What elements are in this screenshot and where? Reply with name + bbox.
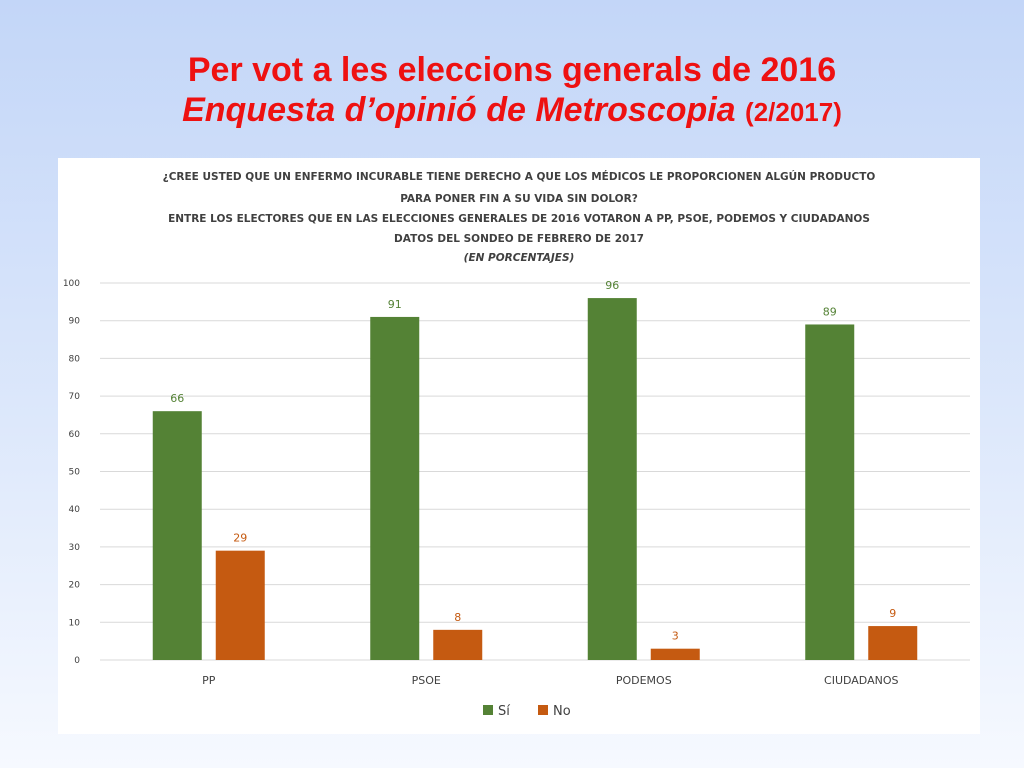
x-category-pp: PP	[202, 674, 216, 687]
y-tick-label: 100	[63, 279, 80, 289]
legend-swatch-si	[483, 705, 493, 715]
chart-header-line-3: ENTRE LOS ELECTORES QUE EN LAS ELECCIONE…	[168, 213, 870, 225]
legend-label-si: Sí	[498, 704, 510, 719]
bar-psoe-si	[370, 316, 420, 660]
y-axis-ticks: 0 10 20 30 40 50 60 70 80 90 100	[63, 279, 80, 666]
bar-pp-si	[152, 411, 202, 660]
bar-podemos-si	[587, 298, 637, 660]
y-tick-label: 20	[69, 581, 81, 591]
chart-header: ¿CREE USTED QUE UN ENFERMO INCURABLE TIE…	[163, 170, 876, 264]
y-tick-label: 80	[69, 354, 81, 364]
data-labels: 66 29 91 8 96 3 89 9	[170, 279, 896, 643]
chart-card: ¿CREE USTED QUE UN ENFERMO INCURABLE TIE…	[58, 158, 980, 734]
chart-header-line-5: (EN PORCENTAJES)	[464, 252, 575, 264]
data-label-podemos-si: 96	[605, 279, 619, 292]
data-label-podemos-no: 3	[672, 630, 679, 643]
x-category-psoe: PSOE	[412, 674, 441, 687]
bar-podemos-no	[650, 648, 700, 660]
y-tick-label: 40	[69, 505, 81, 515]
chart-header-line-2: PARA PONER FIN A SU VIDA SIN DOLOR?	[400, 193, 638, 205]
x-axis-categories: PP PSOE PODEMOS CIUDADANOS	[202, 674, 898, 687]
data-label-ciudadanos-no: 9	[889, 607, 896, 620]
bar-ciudadanos-no	[868, 626, 918, 660]
title-survey-name: Enquesta d’opinió de Metroscopia	[182, 91, 736, 129]
chart-legend: Sí No	[483, 704, 571, 719]
bar-psoe-no	[433, 629, 483, 660]
y-tick-label: 90	[69, 317, 81, 327]
x-category-podemos: PODEMOS	[616, 674, 672, 687]
data-label-psoe-si: 91	[388, 298, 402, 311]
legend-label-no: No	[553, 704, 571, 719]
bar-ciudadanos-si	[805, 324, 855, 660]
bar-pp-no	[215, 550, 265, 660]
slide-title: Per vot a les eleccions generals de 2016…	[0, 50, 1024, 132]
chart-header-line-4: DATOS DEL SONDEO DE FEBRERO DE 2017	[394, 233, 644, 245]
y-tick-label: 0	[74, 656, 80, 666]
data-label-pp-no: 29	[233, 532, 247, 545]
y-tick-label: 30	[69, 543, 81, 553]
y-tick-label: 70	[69, 392, 81, 402]
title-line-1: Per vot a les eleccions generals de 2016	[187, 51, 837, 89]
y-tick-label: 50	[69, 468, 81, 478]
chart-header-line-1: ¿CREE USTED QUE UN ENFERMO INCURABLE TIE…	[163, 170, 876, 183]
data-label-psoe-no: 8	[454, 611, 461, 624]
x-category-ciudadanos: CIUDADANOS	[824, 674, 898, 687]
legend-swatch-no	[538, 705, 548, 715]
bar-chart: ¿CREE USTED QUE UN ENFERMO INCURABLE TIE…	[63, 170, 970, 719]
title-survey-date: (2/2017)	[745, 97, 842, 127]
y-tick-label: 60	[69, 430, 81, 440]
title-line-2: Enquesta d’opinió de Metroscopia (2/2017…	[0, 90, 1024, 132]
chart-bars	[152, 298, 918, 660]
y-tick-label: 10	[69, 618, 81, 628]
data-label-ciudadanos-si: 89	[823, 305, 837, 318]
data-label-pp-si: 66	[170, 392, 184, 405]
